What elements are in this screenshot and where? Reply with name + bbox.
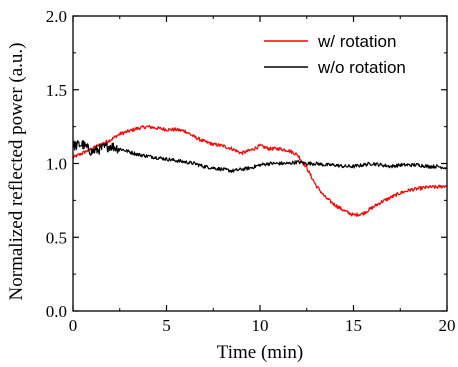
axis-layer: 0 5 10 15 20 0.0 0.5 1.0 1.5 2.0 bbox=[46, 7, 456, 335]
x-tick-label: 15 bbox=[345, 316, 362, 335]
y-tick-label: 0.0 bbox=[46, 302, 67, 321]
y-tick-label: 0.5 bbox=[46, 228, 67, 247]
y-tick-label: 2.0 bbox=[46, 7, 67, 26]
series-line-without-rotation bbox=[72, 140, 447, 173]
y-axis-label: Normalized reflected power (a.u.) bbox=[6, 43, 27, 301]
x-tick-label: 5 bbox=[162, 316, 171, 335]
legend-label: w/ rotation bbox=[317, 32, 396, 51]
legend-label: w/o rotation bbox=[317, 58, 406, 77]
x-tick-label: 20 bbox=[439, 316, 456, 335]
y-tick-label: 1.5 bbox=[46, 81, 67, 100]
legend: w/ rotation w/o rotation bbox=[264, 32, 406, 77]
series-layer bbox=[72, 124, 448, 217]
x-tick-label: 0 bbox=[69, 316, 78, 335]
x-tick-label: 10 bbox=[252, 316, 269, 335]
x-axis-label: Time (min) bbox=[217, 342, 303, 363]
y-tick-label: 1.0 bbox=[46, 155, 67, 174]
series-line-with-rotation bbox=[72, 124, 448, 217]
